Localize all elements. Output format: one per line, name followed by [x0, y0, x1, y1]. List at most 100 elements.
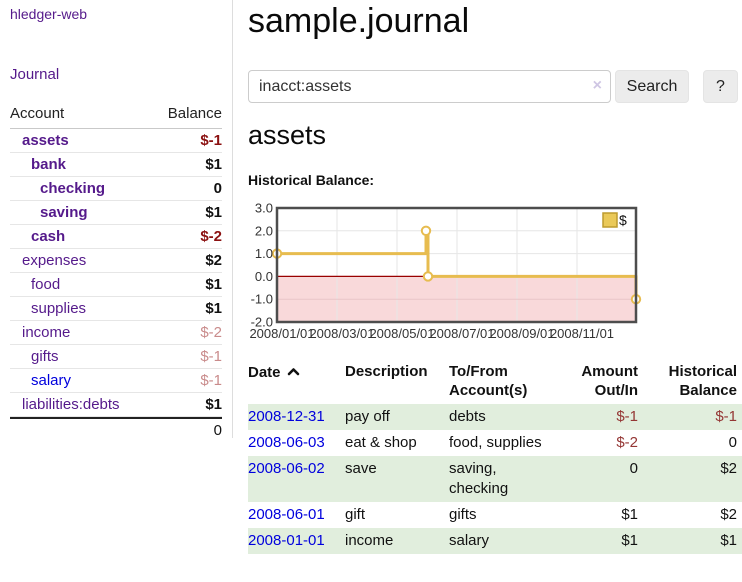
- chart-svg: $ 3.0 2.0 1.0 0.0 -1.0 -2.0 2008/01/01 2…: [249, 201, 642, 341]
- amount-column-header: Amount Out/In: [581, 363, 638, 399]
- transaction-row: 2008-06-03 eat & shop food, supplies $-2…: [248, 430, 742, 456]
- x-axis-labels: 2008/01/01 2008/03/01 2008/05/01 2008/07…: [249, 326, 614, 341]
- account-row-salary: salary $-1: [10, 369, 222, 393]
- transaction-row: 2008-06-02 save saving, checking 0 $2: [248, 456, 742, 502]
- transaction-row: 2008-01-01 income salary $1 $1: [248, 528, 742, 554]
- clear-search-icon[interactable]: ×: [592, 77, 602, 94]
- svg-text:-1.0: -1.0: [251, 292, 273, 307]
- search-bar: × Search ?: [248, 70, 738, 103]
- account-balance: $-1: [200, 348, 222, 365]
- account-balance: $1: [205, 300, 222, 317]
- transaction-balance: 0: [728, 434, 737, 451]
- transaction-row: 2008-12-31 pay off debts $-1 $-1: [248, 404, 742, 430]
- account-balance: 0: [213, 180, 222, 197]
- transaction-amount: $1: [621, 532, 638, 549]
- search-help-button[interactable]: ?: [703, 70, 738, 103]
- accounts-table-header: Account Balance: [10, 102, 222, 129]
- svg-text:2008/11/01: 2008/11/01: [550, 326, 614, 341]
- account-balance: $1: [205, 156, 222, 173]
- date-link[interactable]: 2008-06-02: [248, 460, 325, 477]
- account-link-checking[interactable]: checking: [40, 180, 106, 197]
- svg-text:2008/09/01: 2008/09/01: [489, 326, 554, 341]
- account-row-expenses: expenses $2: [10, 249, 222, 273]
- svg-text:2.0: 2.0: [255, 223, 273, 238]
- transaction-amount: $-2: [616, 434, 638, 451]
- app-title-link[interactable]: hledger-web: [10, 6, 88, 22]
- svg-text:3.0: 3.0: [255, 201, 273, 216]
- accounts-total-row: 0: [10, 417, 222, 441]
- account-row-cash: cash $-2: [10, 225, 222, 249]
- transaction-accounts: saving, checking: [449, 460, 509, 497]
- balance-column-header: Historical Balance: [668, 363, 737, 399]
- accounts-table: Account Balance assets $-1 bank $1 check…: [10, 102, 222, 441]
- account-link-food[interactable]: food: [31, 276, 61, 293]
- account-row-supplies: supplies $1: [10, 297, 222, 321]
- sidebar-item-journal[interactable]: Journal: [10, 66, 60, 83]
- page-title: sample.journal: [248, 2, 470, 40]
- transaction-amount: $-1: [616, 408, 638, 425]
- account-row-checking: checking 0: [10, 177, 222, 201]
- account-link-income[interactable]: income: [22, 324, 71, 341]
- date-link[interactable]: 2008-06-01: [248, 506, 325, 523]
- account-balance: $-2: [200, 228, 222, 245]
- account-row-gifts: gifts $-1: [10, 345, 222, 369]
- account-balance: $-1: [200, 132, 222, 149]
- register-table: Date Description To/From Account(s) Amou…: [248, 356, 742, 554]
- svg-text:0.0: 0.0: [255, 269, 273, 284]
- account-row-food: food $1: [10, 273, 222, 297]
- date-link[interactable]: 2008-01-01: [248, 532, 325, 549]
- date-link[interactable]: 2008-12-31: [248, 408, 325, 425]
- account-row-saving: saving $1: [10, 201, 222, 225]
- transaction-accounts: salary: [449, 532, 490, 549]
- account-link-expenses[interactable]: expenses: [22, 252, 87, 269]
- account-link-bank[interactable]: bank: [31, 156, 67, 173]
- transaction-amount: 0: [629, 460, 638, 477]
- transaction-balance: $2: [720, 460, 737, 477]
- account-row-income: income $-2: [10, 321, 222, 345]
- transaction-balance: $-1: [715, 408, 737, 425]
- transaction-description: pay off: [345, 408, 390, 425]
- y-axis-labels: 3.0 2.0 1.0 0.0 -1.0 -2.0: [251, 201, 273, 330]
- transaction-accounts: food, supplies: [449, 434, 542, 451]
- svg-text:2008/03/01: 2008/03/01: [309, 326, 374, 341]
- svg-text:2008/01/01: 2008/01/01: [249, 326, 314, 341]
- description-column-header: Description: [345, 363, 428, 380]
- register-header-row: Date Description To/From Account(s) Amou…: [248, 356, 742, 404]
- transaction-description: gift: [345, 506, 366, 523]
- accounts-column-header: To/From Account(s): [449, 363, 528, 399]
- historical-balance-chart: $ 3.0 2.0 1.0 0.0 -1.0 -2.0 2008/01/01 2…: [248, 200, 648, 346]
- transaction-accounts: gifts: [449, 506, 477, 523]
- transaction-amount: $1: [621, 506, 638, 523]
- account-link-saving[interactable]: saving: [40, 204, 88, 221]
- account-link-salary[interactable]: salary: [31, 372, 72, 389]
- account-balance: $2: [205, 252, 222, 269]
- transaction-description: save: [345, 460, 377, 477]
- date-link[interactable]: 2008-06-03: [248, 434, 325, 451]
- account-balance: $-2: [200, 324, 222, 341]
- account-link-liabilities-debts[interactable]: liabilities:debts: [22, 396, 120, 413]
- search-input[interactable]: [248, 70, 611, 103]
- chevron-up-icon: [287, 362, 300, 381]
- transaction-accounts: debts: [449, 408, 486, 425]
- plot-border: [275, 206, 638, 324]
- main-content: sample.journal × Search ? assets Histori…: [248, 0, 742, 582]
- chart-heading: Historical Balance:: [248, 172, 375, 188]
- transaction-balance: $2: [720, 506, 737, 523]
- date-column-header[interactable]: Date: [248, 356, 345, 404]
- account-link-cash[interactable]: cash: [31, 228, 66, 245]
- svg-text:-2.0: -2.0: [251, 315, 273, 330]
- search-button[interactable]: Search: [615, 70, 689, 103]
- account-link-gifts[interactable]: gifts: [31, 348, 59, 365]
- account-column-header: Account: [10, 105, 65, 122]
- account-row-bank: bank $1: [10, 153, 222, 177]
- account-link-supplies[interactable]: supplies: [31, 300, 87, 317]
- account-balance: $1: [205, 204, 222, 221]
- legend-label: $: [619, 212, 627, 228]
- svg-text:2008/07/01: 2008/07/01: [429, 326, 494, 341]
- sidebar: hledger-web Journal Account Balance asse…: [0, 0, 233, 441]
- transaction-row: 2008-06-01 gift gifts $1 $2: [248, 502, 742, 528]
- account-balance: $1: [205, 396, 222, 413]
- account-link-assets[interactable]: assets: [22, 132, 69, 149]
- transaction-description: eat & shop: [345, 434, 417, 451]
